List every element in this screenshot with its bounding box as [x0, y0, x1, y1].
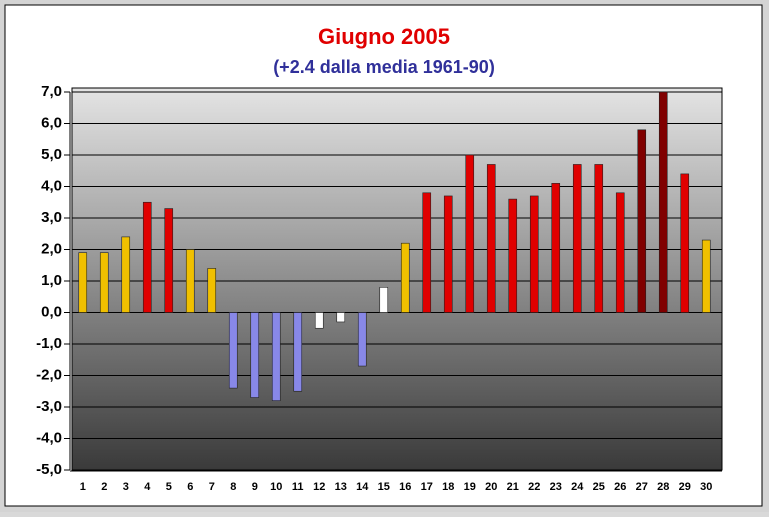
bar — [701, 239, 711, 313]
y-tick-label: 6,0 — [41, 114, 62, 131]
bar — [271, 312, 281, 401]
x-tick-label: 15 — [378, 481, 390, 493]
bar — [551, 183, 561, 313]
bar — [529, 195, 539, 313]
y-tick-label: -1,0 — [36, 335, 62, 352]
x-tick-label: 4 — [144, 481, 151, 493]
y-tick-label: 2,0 — [41, 240, 62, 257]
bar — [658, 91, 668, 313]
bar — [508, 198, 518, 313]
bar — [486, 164, 496, 313]
x-tick-label: 21 — [507, 481, 519, 493]
y-tick-label: -2,0 — [36, 366, 62, 383]
x-tick-label: 10 — [270, 481, 282, 493]
y-tick-label: 5,0 — [41, 146, 62, 163]
chart-subtitle: (+2.4 dalla media 1961-90) — [273, 57, 495, 77]
x-tick-label: 23 — [550, 481, 562, 493]
x-tick-label: 26 — [614, 481, 626, 493]
bar — [400, 242, 410, 313]
x-tick-label: 6 — [187, 481, 193, 493]
x-tick-label: 13 — [335, 481, 347, 493]
x-tick-label: 1 — [80, 481, 86, 493]
x-tick-label: 5 — [166, 481, 172, 493]
bar — [121, 236, 131, 313]
bar — [357, 312, 367, 367]
bar — [379, 286, 389, 313]
bar — [250, 312, 260, 398]
x-tick-label: 17 — [421, 481, 433, 493]
y-tick-label: 4,0 — [41, 177, 62, 194]
bar — [185, 249, 195, 313]
bar — [443, 195, 453, 313]
y-tick-label: 0,0 — [41, 303, 62, 320]
plot-wall — [71, 87, 723, 471]
x-tick-label: 19 — [464, 481, 476, 493]
bar — [422, 192, 432, 313]
y-tick-label: 1,0 — [41, 272, 62, 289]
x-tick-label: 22 — [528, 481, 540, 493]
x-tick-label: 12 — [313, 481, 325, 493]
bar — [680, 173, 690, 313]
x-tick-label: 9 — [252, 481, 258, 493]
bar — [164, 208, 174, 313]
x-tick-label: 14 — [356, 481, 369, 493]
x-tick-label: 24 — [571, 481, 584, 493]
x-tick-label: 30 — [700, 481, 712, 493]
bar — [78, 252, 88, 313]
bar — [637, 129, 647, 313]
bar — [293, 312, 303, 392]
x-tick-label: 25 — [593, 481, 605, 493]
y-tick-label: 3,0 — [41, 209, 62, 226]
x-tick-label: 11 — [292, 481, 304, 493]
bar — [465, 154, 475, 313]
x-tick-label: 3 — [123, 481, 129, 493]
bar — [314, 312, 324, 329]
y-tick-label: -4,0 — [36, 429, 62, 446]
x-tick-label: 28 — [657, 481, 669, 493]
y-tick-label: 7,0 — [41, 83, 62, 100]
bar — [142, 201, 152, 313]
bar — [207, 268, 217, 313]
x-tick-label: 29 — [679, 481, 691, 493]
bar — [572, 164, 582, 313]
bar — [336, 312, 346, 323]
x-tick-label: 16 — [399, 481, 411, 493]
y-tick-label: -5,0 — [36, 461, 62, 478]
bar — [99, 252, 109, 313]
x-tick-label: 2 — [101, 481, 107, 493]
x-tick-label: 27 — [636, 481, 648, 493]
x-tick-label: 7 — [209, 481, 215, 493]
bar — [228, 312, 238, 389]
x-tick-label: 20 — [485, 481, 497, 493]
x-tick-label: 18 — [442, 481, 454, 493]
bar — [615, 192, 625, 313]
bar — [594, 164, 604, 313]
chart-title: Giugno 2005 — [318, 24, 450, 49]
y-tick-label: -3,0 — [36, 398, 62, 415]
x-tick-label: 8 — [230, 481, 236, 493]
